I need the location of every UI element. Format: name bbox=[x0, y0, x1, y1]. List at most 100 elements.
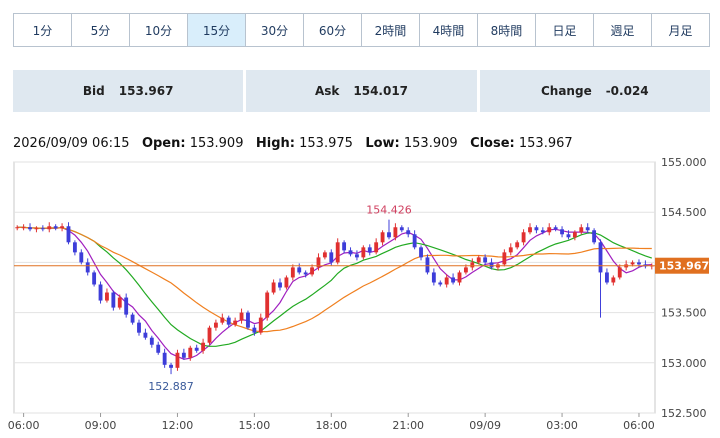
x-tick-label: 15:00 bbox=[239, 419, 271, 432]
candle bbox=[579, 227, 584, 233]
candle bbox=[329, 252, 334, 263]
x-tick-label: 03:00 bbox=[546, 419, 578, 432]
candle bbox=[489, 262, 494, 268]
low-label: Low: bbox=[365, 136, 400, 151]
candle bbox=[438, 282, 443, 285]
tab-10[interactable]: 週足 bbox=[594, 14, 652, 46]
candle bbox=[105, 292, 109, 301]
tab-2[interactable]: 10分 bbox=[130, 14, 188, 46]
candle bbox=[28, 227, 32, 230]
candle bbox=[149, 337, 154, 345]
candle bbox=[348, 250, 353, 255]
annotation-label: 152.887 bbox=[148, 380, 194, 393]
candle bbox=[207, 327, 212, 343]
candle bbox=[380, 232, 385, 243]
candle bbox=[53, 226, 58, 229]
candle bbox=[271, 282, 276, 293]
tab-3[interactable]: 15分 bbox=[188, 14, 246, 46]
candle bbox=[399, 227, 404, 231]
candle bbox=[463, 267, 468, 273]
candle bbox=[297, 267, 302, 273]
candle bbox=[515, 242, 520, 248]
candle bbox=[553, 227, 558, 230]
candle bbox=[162, 352, 167, 365]
tab-4[interactable]: 30分 bbox=[246, 14, 304, 46]
x-tick-label: 18:00 bbox=[315, 419, 347, 432]
candle bbox=[406, 230, 411, 235]
candle bbox=[585, 227, 590, 231]
candle bbox=[322, 252, 327, 258]
candle bbox=[233, 320, 238, 325]
candle bbox=[451, 277, 456, 283]
open-value: 153.909 bbox=[189, 136, 244, 151]
candle bbox=[130, 314, 135, 323]
candle bbox=[72, 242, 77, 253]
plot-area bbox=[13, 161, 656, 414]
candle bbox=[303, 272, 308, 275]
candle bbox=[21, 227, 26, 229]
candle bbox=[117, 297, 122, 308]
tab-6[interactable]: 2時間 bbox=[362, 14, 420, 46]
candle bbox=[502, 252, 507, 265]
tab-1[interactable]: 5分 bbox=[72, 14, 130, 46]
candle bbox=[335, 242, 340, 263]
x-tick-label: 09/09 bbox=[469, 419, 501, 432]
candle bbox=[66, 226, 71, 243]
candle bbox=[137, 322, 141, 333]
candle bbox=[265, 292, 270, 318]
ask-box: Ask 154.017 bbox=[246, 70, 477, 112]
candle bbox=[412, 234, 417, 248]
tab-0[interactable]: 1分 bbox=[14, 14, 72, 46]
tab-8[interactable]: 8時間 bbox=[478, 14, 536, 46]
ma-line-25 bbox=[17, 226, 652, 333]
candle bbox=[508, 247, 513, 253]
x-tick-label: 21:00 bbox=[392, 419, 424, 432]
ohlc-datetime: 2026/09/09 06:15 bbox=[13, 136, 130, 151]
candle bbox=[630, 262, 635, 265]
bid-value: 153.967 bbox=[118, 84, 174, 98]
candle bbox=[194, 347, 199, 351]
quote-panel: Bid 153.967 Ask 154.017 Change -0.024 bbox=[13, 70, 710, 112]
candle bbox=[444, 277, 449, 285]
candle bbox=[431, 272, 436, 283]
close-value: 153.967 bbox=[518, 136, 573, 151]
candle bbox=[387, 232, 391, 238]
ohlc-readout: 2026/09/09 06:15 Open: 153.909 High: 153… bbox=[13, 136, 573, 151]
high-value: 153.975 bbox=[299, 136, 353, 151]
candle bbox=[15, 227, 20, 229]
ask-value: 154.017 bbox=[353, 84, 409, 98]
low-value: 153.909 bbox=[403, 136, 458, 151]
price-chart[interactable]: 155.000154.500154.000153.500153.000152.5… bbox=[0, 155, 720, 438]
candle bbox=[367, 247, 372, 253]
candle bbox=[246, 312, 250, 328]
tab-7[interactable]: 4時間 bbox=[420, 14, 478, 46]
y-tick-label: 153.500 bbox=[661, 307, 707, 320]
candle bbox=[425, 257, 430, 273]
candle bbox=[617, 267, 622, 278]
candle bbox=[637, 262, 641, 265]
bid-label: Bid bbox=[82, 84, 105, 98]
candle bbox=[592, 230, 597, 243]
y-tick-label: 154.500 bbox=[661, 206, 707, 219]
x-tick-label: 12:00 bbox=[162, 419, 194, 432]
annotation-label: 154.426 bbox=[366, 204, 412, 217]
ma-line-13 bbox=[17, 226, 652, 347]
candle bbox=[111, 292, 116, 308]
close-label: Close: bbox=[470, 136, 515, 151]
candle bbox=[566, 234, 571, 238]
tab-5[interactable]: 60分 bbox=[304, 14, 362, 46]
y-tick-label: 155.000 bbox=[661, 156, 707, 169]
high-label: High: bbox=[255, 136, 295, 151]
candle bbox=[124, 297, 129, 315]
candle bbox=[521, 232, 526, 243]
candle bbox=[278, 282, 282, 288]
candle bbox=[560, 229, 564, 235]
change-box: Change -0.024 bbox=[479, 70, 710, 112]
candle bbox=[226, 317, 231, 325]
tab-9[interactable]: 日足 bbox=[536, 14, 594, 46]
candle bbox=[92, 272, 97, 285]
candle bbox=[611, 277, 616, 283]
tab-11[interactable]: 月足 bbox=[668, 23, 693, 38]
candle bbox=[476, 257, 481, 263]
candle bbox=[572, 232, 577, 238]
